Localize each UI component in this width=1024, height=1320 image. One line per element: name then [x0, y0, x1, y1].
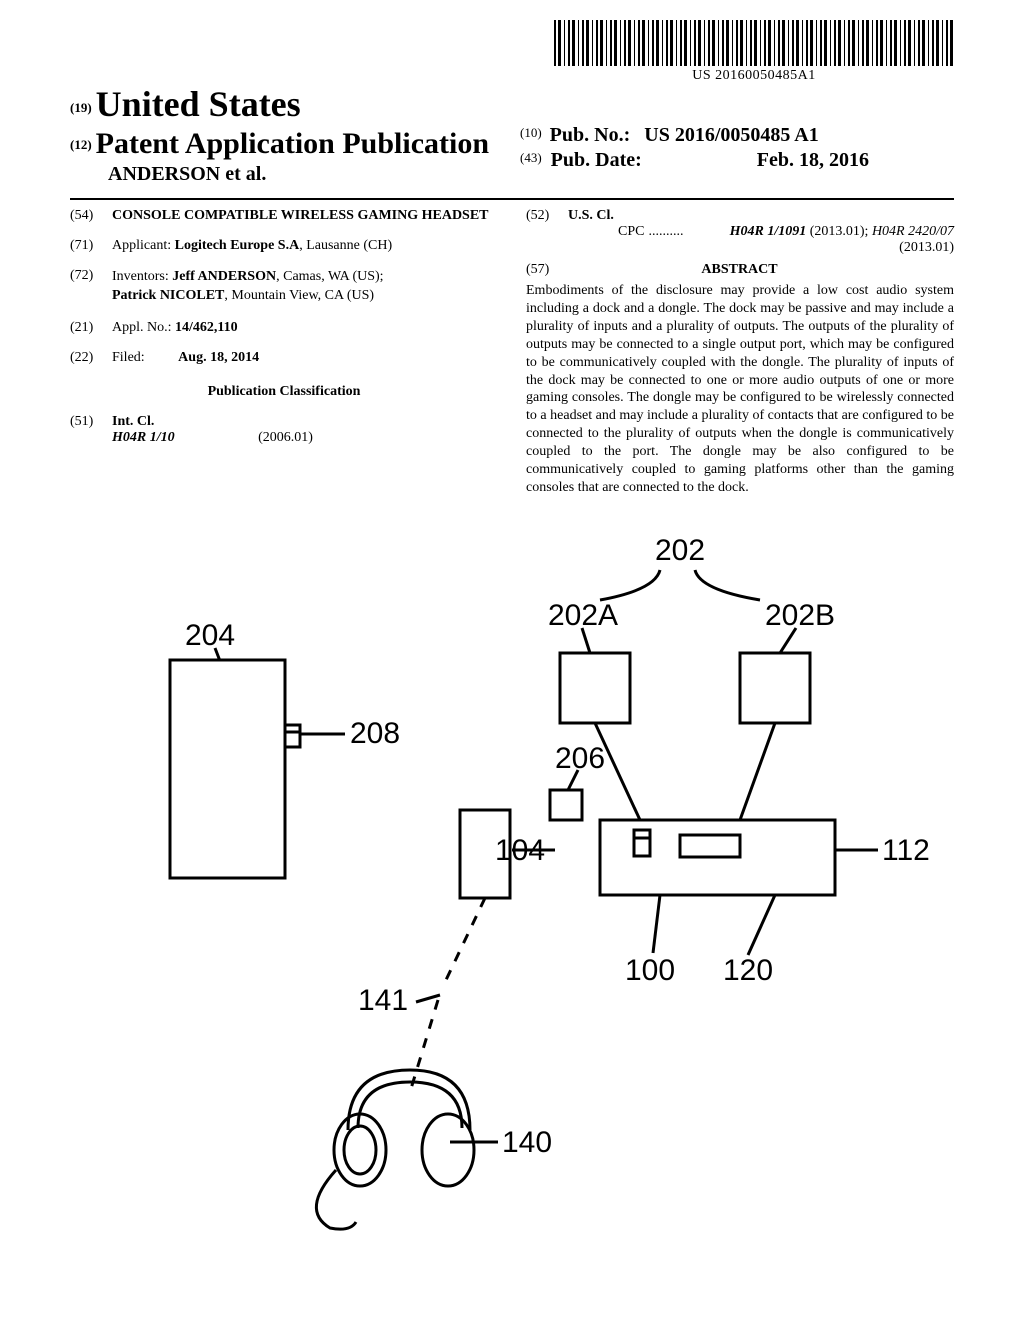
pub-no-line: (10) Pub. No.: US 2016/0050485 A1	[520, 124, 869, 147]
pub-no-label: Pub. No.:	[550, 124, 631, 146]
applicant-loc: , Lausanne (CH)	[299, 238, 392, 253]
inventors-label: Inventors:	[112, 269, 169, 284]
cpc-value1: H04R 1/1091	[730, 224, 807, 239]
country-code: (19)	[70, 100, 92, 115]
applicant-body: Applicant: Logitech Europe S.A, Lausanne…	[112, 238, 498, 254]
appl-no-code: (21)	[70, 320, 112, 336]
pub-date-value: Feb. 18, 2016	[757, 149, 869, 171]
filed-code: (22)	[70, 350, 112, 366]
filed-body: Filed: Aug. 18, 2014	[112, 350, 498, 366]
country-name: United States	[96, 84, 301, 124]
label-141: 141	[358, 984, 408, 1017]
filed-value: Aug. 18, 2014	[178, 350, 259, 365]
inventors-body: Inventors: Jeff ANDERSON, Camas, WA (US)…	[112, 268, 498, 306]
appl-no-label: Appl. No.:	[112, 320, 172, 335]
title-entry: (54) CONSOLE COMPATIBLE WIRELESS GAMING …	[70, 208, 498, 224]
cpc-label: CPC	[618, 224, 644, 240]
uscl-entry: (52) U.S. Cl. CPC .......... H04R 1/1091…	[526, 208, 954, 256]
applicant-entry: (71) Applicant: Logitech Europe S.A, Lau…	[70, 238, 498, 254]
label-104: 104	[495, 834, 545, 867]
cpc-date2: (2013.01)	[899, 240, 954, 255]
barcode-text: US 20160050485A1	[554, 68, 954, 84]
intcl-class: H04R 1/10	[112, 430, 175, 445]
inventor2-loc: , Mountain View, CA (US)	[224, 288, 374, 303]
bibliographic-columns: (54) CONSOLE COMPATIBLE WIRELESS GAMING …	[70, 208, 954, 497]
cpc-date1: (2013.01);	[810, 224, 869, 239]
abstract-label: ABSTRACT	[566, 262, 914, 278]
label-100: 100	[625, 954, 675, 987]
label-204: 204	[185, 619, 235, 652]
invention-title: CONSOLE COMPATIBLE WIRELESS GAMING HEADS…	[112, 208, 498, 224]
intcl-label: Int. Cl.	[112, 414, 154, 429]
applicant-label: Applicant:	[112, 238, 171, 253]
pub-date-code: (43)	[520, 150, 542, 165]
appl-no-body: Appl. No.: 14/462,110	[112, 320, 498, 336]
pub-date-label: Pub. Date:	[551, 149, 642, 171]
abstract-header: (57) ABSTRACT	[526, 262, 954, 282]
inventors-entry: (72) Inventors: Jeff ANDERSON, Camas, WA…	[70, 268, 498, 306]
label-112: 112	[882, 834, 930, 867]
label-206: 206	[555, 742, 605, 775]
pub-no-value: US 2016/0050485 A1	[644, 124, 818, 146]
figure-svg: 202 202A 202B 204 208 206 104 112 100 12…	[100, 530, 940, 1250]
applicant-name: Logitech Europe S.A	[175, 238, 300, 253]
divider	[70, 198, 954, 200]
abstract-code: (57)	[526, 262, 562, 278]
inventor1-name: Jeff ANDERSON	[172, 269, 276, 284]
inventor2-name: Patrick NICOLET	[112, 288, 224, 303]
intcl-entry: (51) Int. Cl. H04R 1/10 (2006.01)	[70, 414, 498, 446]
figure-labels: 202 202A 202B 204 208 206 104 112 100 12…	[185, 534, 930, 1159]
label-202b: 202B	[765, 599, 835, 632]
authors: ANDERSON et al.	[108, 163, 266, 185]
intcl-body: Int. Cl. H04R 1/10 (2006.01)	[112, 414, 498, 446]
label-120: 120	[723, 954, 773, 987]
abstract-block: (57) ABSTRACT Embodiments of the disclos…	[526, 262, 954, 497]
appl-no-entry: (21) Appl. No.: 14/462,110	[70, 320, 498, 336]
pub-no-code: (10)	[520, 125, 542, 140]
inventor1-loc: , Camas, WA (US);	[276, 269, 383, 284]
pubclass-heading: Publication Classification	[70, 384, 498, 400]
title-code: (54)	[70, 208, 112, 224]
cpc-line1: CPC .......... H04R 1/1091 (2013.01); H0…	[618, 224, 954, 240]
label-140: 140	[502, 1126, 552, 1159]
uscl-body: U.S. Cl. CPC .......... H04R 1/1091 (201…	[568, 208, 954, 256]
left-column: (54) CONSOLE COMPATIBLE WIRELESS GAMING …	[70, 208, 498, 497]
label-202a: 202A	[548, 599, 618, 632]
applicant-code: (71)	[70, 238, 112, 254]
right-column: (52) U.S. Cl. CPC .......... H04R 1/1091…	[526, 208, 954, 497]
filed-entry: (22) Filed: Aug. 18, 2014	[70, 350, 498, 366]
doc-type: Patent Application Publication	[96, 127, 489, 160]
doc-type-code: (12)	[70, 137, 92, 152]
uscl-label: U.S. Cl.	[568, 208, 954, 224]
barcode-image	[554, 20, 954, 66]
abstract-text: Embodiments of the disclosure may provid…	[526, 282, 954, 497]
cpc-line2: (2013.01)	[568, 240, 954, 256]
label-208: 208	[350, 717, 400, 750]
filed-label: Filed:	[112, 350, 145, 365]
pub-info: (10) Pub. No.: US 2016/0050485 A1 (43) P…	[520, 124, 869, 172]
appl-no-value: 14/462,110	[175, 320, 238, 335]
barcode-block: US 20160050485A1	[554, 20, 954, 84]
cpc-value2: H04R 2420/07	[872, 224, 954, 239]
pub-date-line: (43) Pub. Date: Feb. 18, 2016	[520, 149, 869, 172]
label-202: 202	[655, 534, 705, 567]
country-line: (19) United States	[70, 83, 954, 125]
inventors-code: (72)	[70, 268, 112, 306]
patent-figure: 202 202A 202B 204 208 206 104 112 100 12…	[100, 530, 940, 1250]
intcl-date: (2006.01)	[258, 430, 313, 445]
intcl-code: (51)	[70, 414, 112, 446]
uscl-code: (52)	[526, 208, 568, 256]
